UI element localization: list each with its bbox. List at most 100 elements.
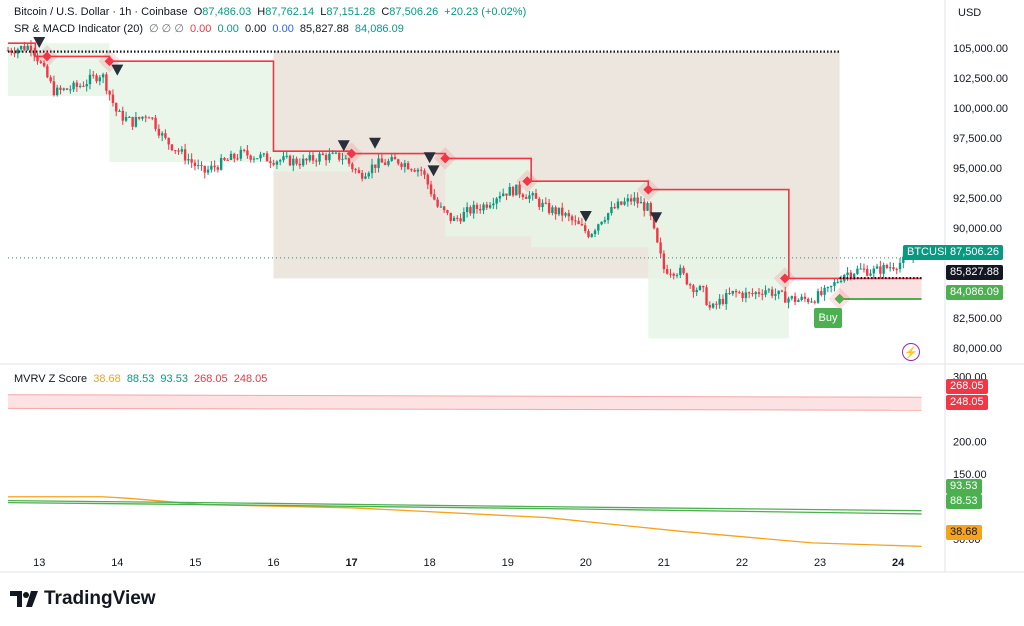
- candle-body: [301, 158, 305, 166]
- candle-body: [436, 199, 439, 207]
- candle-body: [223, 158, 226, 160]
- candle-body: [561, 207, 564, 216]
- candle-body: [770, 289, 774, 296]
- candle-body: [167, 137, 170, 145]
- candle-body: [400, 163, 403, 167]
- candle-body: [75, 82, 79, 87]
- buy-signal-label: Buy: [814, 308, 842, 328]
- candle-body: [183, 149, 187, 161]
- candle-body: [820, 291, 823, 295]
- candle-body: [410, 169, 413, 171]
- candle-body: [482, 204, 485, 211]
- candle-body: [278, 160, 282, 162]
- candle-body: [810, 301, 813, 303]
- time-tick-label: 24: [892, 557, 905, 569]
- mvrv-series-1: [7, 500, 922, 512]
- candle-body: [144, 116, 147, 118]
- candle-body: [593, 230, 597, 235]
- candle-body: [485, 204, 489, 208]
- candle-body: [92, 74, 95, 76]
- open-label: O: [193, 6, 203, 18]
- candle-body: [626, 198, 630, 202]
- candle-body: [774, 294, 777, 296]
- mvrv-tick-label: 200.00: [953, 437, 987, 449]
- candle-body: [652, 216, 656, 229]
- candle-body: [111, 94, 115, 104]
- tradingview-logo[interactable]: TradingView: [10, 588, 156, 610]
- mvrv-band-bottom: [7, 407, 922, 411]
- candle-body: [538, 198, 541, 208]
- candle-body: [590, 234, 593, 237]
- candle-body: [82, 85, 85, 87]
- candle-body: [472, 204, 475, 214]
- candle-body: [518, 184, 521, 195]
- candle-body: [416, 169, 420, 172]
- candle-body: [620, 201, 623, 205]
- candle-body: [98, 77, 102, 82]
- candle-body: [715, 303, 718, 305]
- candle-body: [606, 213, 610, 221]
- indicator-value-4: 0.00: [272, 23, 294, 35]
- sr-zone: [839, 278, 922, 299]
- candle-body: [65, 88, 69, 90]
- mvrv-value-1: 38.68: [93, 373, 121, 385]
- candle-body: [210, 165, 213, 170]
- candle-body: [616, 201, 620, 209]
- price-tick-label: 92,500.00: [953, 193, 1002, 205]
- mvrv-legend[interactable]: MVRV Z Score 38.68 88.53 93.53 268.05 24…: [14, 373, 270, 385]
- candle-body: [570, 216, 574, 221]
- candle-body: [154, 117, 157, 129]
- candle-body: [492, 203, 495, 206]
- candle-body: [698, 286, 702, 290]
- candle-body: [147, 117, 151, 119]
- candle-body: [587, 231, 590, 237]
- candle-body: [551, 207, 554, 214]
- low-label: L: [320, 6, 327, 18]
- candle-body: [236, 158, 239, 160]
- indicator-legend[interactable]: SR & MACD Indicator (20) ∅ ∅ ∅ 0.00 0.00…: [14, 22, 407, 35]
- candle-body: [498, 196, 502, 199]
- candle-body: [364, 176, 367, 179]
- time-tick-label: 17: [345, 557, 357, 569]
- candle-body: [108, 90, 111, 95]
- candle-body: [816, 291, 820, 303]
- candle-body: [790, 296, 794, 299]
- candle-body: [95, 75, 98, 82]
- candle-body: [751, 293, 754, 295]
- candle-body: [767, 289, 771, 291]
- candle-body: [433, 194, 436, 200]
- candle-body: [705, 287, 708, 306]
- candle-body: [708, 305, 712, 308]
- candle-body: [603, 220, 607, 222]
- mvrv-series-2: [7, 501, 922, 515]
- candle-body: [446, 210, 449, 213]
- mvrv-badge-orange: 38.68: [946, 525, 982, 540]
- candle-body: [285, 155, 288, 157]
- time-tick-label: 22: [736, 557, 748, 569]
- lightning-icon[interactable]: ⚡: [902, 343, 920, 361]
- candle-body: [242, 149, 246, 151]
- mvrv-band: [8, 394, 922, 411]
- candle-body: [52, 81, 56, 96]
- time-axis[interactable]: 13 14 15 16 17 18 19 20 21 22 23 24: [0, 557, 1024, 573]
- mvrv-badge-green-1: 93.53: [946, 479, 982, 494]
- mvrv-value-4: 268.05: [194, 373, 228, 385]
- candle-body: [856, 268, 859, 274]
- candle-body: [633, 197, 636, 202]
- candle-body: [846, 272, 849, 276]
- candle-body: [728, 293, 731, 295]
- currency-label[interactable]: USD: [958, 7, 982, 19]
- candle-body: [823, 287, 826, 295]
- diamond-marker: [643, 184, 654, 195]
- candle-body: [170, 144, 174, 151]
- candle-body: [23, 46, 26, 50]
- sell-triangle-marker: [650, 212, 663, 224]
- candle-body: [387, 160, 390, 165]
- support-zone-5: [648, 189, 789, 339]
- price-pane[interactable]: 105,000.00 102,500.00 100,000.00 97,500.00 9…: [0, 0, 1024, 572]
- candle-body: [275, 161, 279, 165]
- candle-body: [265, 153, 269, 162]
- candle-body: [662, 253, 666, 270]
- candle-body: [233, 153, 236, 159]
